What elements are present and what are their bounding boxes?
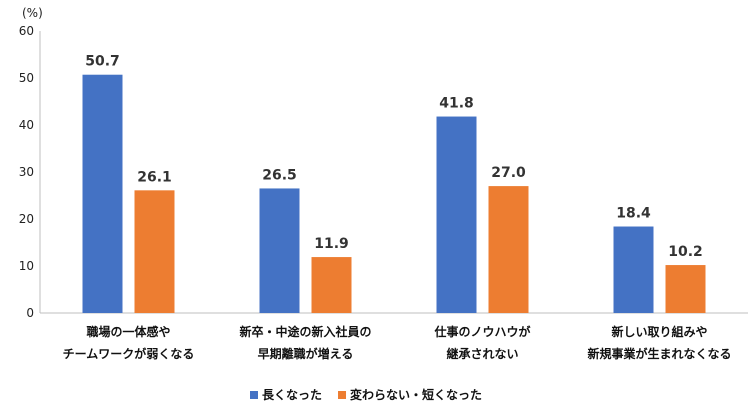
- bar-series: [82, 74, 706, 314]
- y-tick-label: 50: [19, 71, 34, 85]
- legend-swatch: [338, 391, 347, 399]
- data-label: 10.2: [668, 244, 703, 260]
- bar-same-or-shorter: [134, 190, 175, 313]
- y-tick-label: 30: [19, 165, 34, 179]
- legend-label: 長くなった: [262, 387, 322, 402]
- legend: 長くなった 変わらない・短くなった: [250, 387, 482, 402]
- y-tick-label: 60: [19, 24, 34, 38]
- data-labels: 50.7 26.1 26.5 11.9 41.8 27.0 18.4 10.2: [85, 54, 703, 260]
- y-axis: 0 10 20 30 40 50 60: [19, 24, 748, 320]
- y-unit-label: (%): [22, 6, 43, 20]
- bar-same-or-shorter: [311, 257, 352, 313]
- bar-same-or-shorter: [665, 265, 706, 313]
- category-label: 仕事のノウハウが: [433, 324, 530, 339]
- bar-longer: [613, 226, 654, 313]
- y-tick-label: 20: [19, 212, 34, 226]
- category-label: チームワークが弱くなる: [63, 346, 195, 361]
- data-label: 41.8: [439, 96, 474, 112]
- bar-longer: [259, 188, 300, 313]
- y-tick-label: 0: [26, 306, 34, 320]
- data-label: 18.4: [616, 206, 651, 222]
- category-label: 継承されない: [446, 346, 518, 361]
- y-tick-label: 40: [19, 118, 34, 132]
- category-label: 新規事業が生まれなくなる: [587, 346, 731, 361]
- bar-same-or-shorter: [488, 186, 529, 313]
- bar-longer: [82, 74, 123, 314]
- legend-swatch: [250, 391, 258, 399]
- data-label: 27.0: [491, 165, 526, 181]
- category-label: 新卒・中途の新入社員の: [239, 324, 371, 339]
- y-tick-label: 10: [19, 259, 34, 273]
- legend-label: 変わらない・短くなった: [350, 387, 482, 402]
- category-label: 新しい取り組みや: [611, 324, 707, 339]
- data-label: 11.9: [314, 236, 349, 252]
- bar-longer: [436, 116, 477, 313]
- data-label: 26.1: [137, 169, 172, 185]
- data-label: 26.5: [262, 167, 297, 183]
- category-label: 早期離職が増える: [258, 346, 354, 361]
- data-label: 50.7: [85, 54, 120, 70]
- category-label: 職場の一体感や: [86, 324, 170, 339]
